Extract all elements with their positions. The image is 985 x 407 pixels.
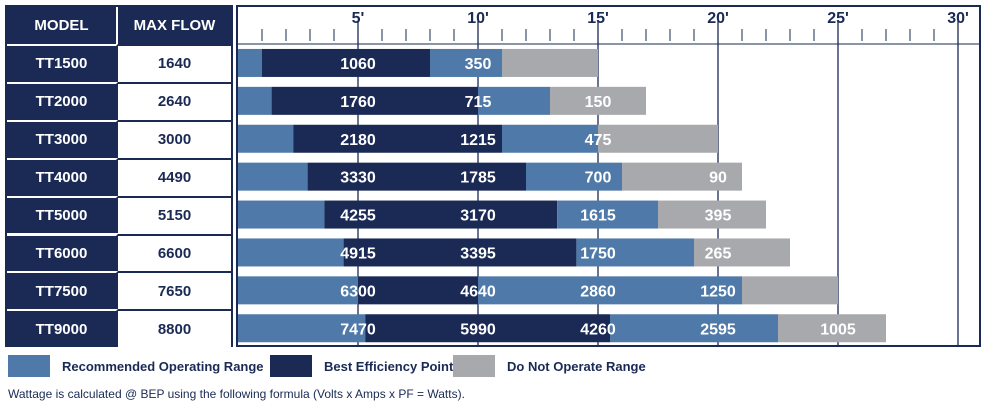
legend-label-best: Best Efficiency Point [324,358,454,374]
bar-segment-donot [598,124,718,153]
data-label: 265 [705,245,732,262]
data-label: 3330 [340,170,376,187]
data-label: 395 [705,208,732,225]
header-max-flow: MAX FLOW [118,7,231,44]
bar-segment-recommended [576,238,694,267]
bar-segment-donot [658,200,766,229]
data-label: 2595 [700,321,736,338]
data-label: 4915 [340,245,376,262]
max-flow-cell: 5150 [118,195,231,234]
bar-segment-donot [622,162,742,191]
data-label: 2180 [340,132,376,149]
model-table: MODEL MAX FLOW TT1500 1640 TT2000 2640 TT300… [5,5,233,348]
bar-segment-best [293,124,502,153]
data-label: 3395 [460,245,496,262]
model-cell: TT2000 [7,81,118,120]
bar-segment-donot [742,276,838,305]
data-label: 350 [465,56,492,73]
bar-segment-recommended [478,86,550,115]
model-cell: TT5000 [7,195,118,234]
bar-segment-donot [502,48,598,77]
data-label: 4255 [340,208,376,225]
legend-item-donot: Do Not Operate Range [453,355,646,377]
bar-segment-donot [778,314,886,343]
data-label: 1760 [340,94,376,111]
chart-area: 5' 10' 15' 20' 25' 30' 1060 350 1760 715 150 2180 12… [236,5,981,347]
bar-segment-recommended [238,86,272,115]
x-tick-label: 30' [947,10,969,27]
max-flow-cell: 8800 [118,309,231,348]
data-label: 715 [465,94,492,111]
bar-segment-recommended [610,314,778,343]
data-label: 1215 [460,132,496,149]
model-cell: TT6000 [7,233,118,272]
data-label: 5990 [460,321,496,338]
x-tick-label: 10' [467,10,489,27]
max-flow-cell: 4490 [118,157,231,196]
bar-segment-donot [550,86,646,115]
bar-segment-recommended [526,162,622,191]
bar-segment-recommended [238,238,344,267]
bar-segment-best [343,238,577,267]
data-label: 4260 [580,321,616,338]
model-cell: TT1500 [7,44,118,82]
legend-item-best: Best Efficiency Point [270,355,453,377]
bar-segment-best [262,48,430,77]
model-cell: TT9000 [7,309,118,348]
bar-segment-best [365,314,610,343]
bar-segment-recommended [238,48,262,77]
data-label: 1785 [460,170,496,187]
data-label: 1005 [820,321,856,338]
bar-segment-recommended [238,124,294,153]
max-flow-cell: 6600 [118,233,231,272]
bar-segment-recommended [238,200,325,229]
bar-segment-recommended [238,314,366,343]
data-label: 1250 [700,283,736,300]
legend-swatch-recommended [8,355,50,377]
bar-segment-best [324,200,558,229]
legend-label-recommended: Recommended Operating Range [62,358,264,374]
data-label: 150 [585,94,612,111]
legend-label-donot: Do Not Operate Range [507,358,646,374]
max-flow-cell: 1640 [118,44,231,82]
data-label: 4640 [460,283,496,300]
bar-chart: 5' 10' 15' 20' 25' 30' 1060 350 1760 715 150 2180 12… [238,10,979,345]
legend: Recommended Operating Range Best Efficie… [8,355,768,377]
model-cell: TT7500 [7,271,118,310]
max-flow-cell: 7650 [118,271,231,310]
bar-segment-best [271,86,478,115]
legend-swatch-best [270,355,312,377]
model-cell: TT3000 [7,119,118,158]
bar-segment-donot [694,238,790,267]
max-flow-cell: 3000 [118,119,231,158]
header-model: MODEL [7,7,118,44]
data-label: 1750 [580,245,616,262]
legend-item-recommended: Recommended Operating Range [8,355,264,377]
bar-segment-recommended [502,124,598,153]
data-label: 2860 [580,283,616,300]
legend-swatch-donot [453,355,495,377]
data-label: 7470 [340,321,376,338]
bar-segment-recommended [238,276,358,305]
data-label: 1615 [580,208,616,225]
bar-segment-recommended [430,48,502,77]
bar-segment-recommended [557,200,658,229]
model-cell: TT4000 [7,157,118,196]
x-tick-label: 20' [707,10,729,27]
bar-segment-recommended [238,162,308,191]
data-label: 1060 [340,56,376,73]
max-flow-cell: 2640 [118,81,231,120]
data-label: 6300 [340,283,376,300]
bar-segment-recommended [478,276,742,305]
x-tick-label: 15' [587,10,609,27]
x-tick-label: 5' [352,10,365,27]
footnote: Wattage is calculated @ BEP using the fo… [8,387,465,401]
data-label: 475 [585,132,612,149]
data-label: 700 [585,170,612,187]
bar-segment-best [358,276,478,305]
data-label: 3170 [460,208,496,225]
data-label: 90 [709,170,727,187]
x-tick-label: 25' [827,10,849,27]
bar-segment-best [307,162,526,191]
